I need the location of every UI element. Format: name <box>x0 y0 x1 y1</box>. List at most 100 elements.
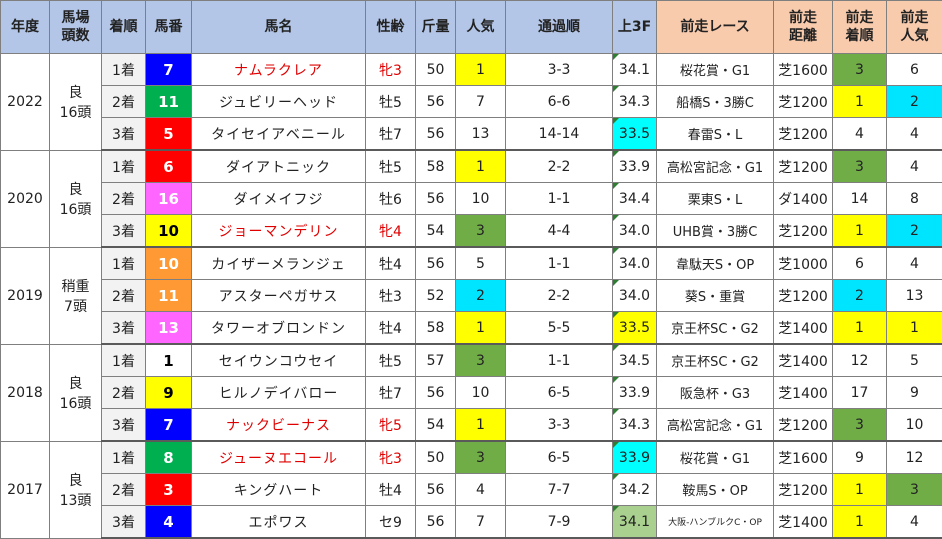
finish-rank: 3着 <box>102 312 146 345</box>
last-3f: 34.2 <box>613 474 657 506</box>
prev-popularity: 13 <box>887 280 942 312</box>
track-condition: 良 <box>50 470 101 490</box>
prev-distance: 芝1200 <box>774 150 833 183</box>
horse-number: 11 <box>146 86 192 118</box>
prev-rank: 9 <box>833 441 887 474</box>
horse-name: ナックビーナス <box>192 409 366 442</box>
sex-age: 牝3 <box>366 54 416 86</box>
horse-name: ナムラクレア <box>192 54 366 86</box>
carried-weight: 50 <box>416 441 456 474</box>
popularity: 3 <box>456 441 506 474</box>
popularity: 7 <box>456 506 506 539</box>
prev-popularity: 4 <box>887 150 942 183</box>
sex-age: 牡7 <box>366 377 416 409</box>
prev-popularity: 9 <box>887 377 942 409</box>
finish-rank: 3着 <box>102 215 146 248</box>
horse-number: 5 <box>146 118 192 151</box>
prev-race: 栗東S・L <box>657 183 774 215</box>
header-cond: 馬場 頭数 <box>50 1 102 54</box>
passing-order: 7-9 <box>506 506 613 539</box>
year-cell: 2019 <box>1 247 50 344</box>
last-3f: 33.9 <box>613 377 657 409</box>
prev-rank: 1 <box>833 312 887 345</box>
header-sex: 性齢 <box>366 1 416 54</box>
sex-age: 牝3 <box>366 441 416 474</box>
prev-race: 阪急杯・G3 <box>657 377 774 409</box>
prev-distance: 芝1600 <box>774 441 833 474</box>
finish-rank: 1着 <box>102 54 146 86</box>
prev-race: 韋駄天S・OP <box>657 247 774 280</box>
header-row: 年度 馬場 頭数 着順 馬番 馬名 性齢 斤量 人気 通過順 上3F 前走レース… <box>1 1 942 54</box>
horse-number: 6 <box>146 150 192 183</box>
header-weight: 斤量 <box>416 1 456 54</box>
prev-distance: 芝1400 <box>774 377 833 409</box>
prev-race: 高松宮記念・G1 <box>657 150 774 183</box>
popularity: 13 <box>456 118 506 151</box>
last-3f: 34.1 <box>613 54 657 86</box>
prev-race: 春雷S・L <box>657 118 774 151</box>
passing-order: 4-4 <box>506 215 613 248</box>
passing-order: 2-2 <box>506 280 613 312</box>
horse-name: ジュビリーヘッド <box>192 86 366 118</box>
carried-weight: 56 <box>416 183 456 215</box>
horse-number: 3 <box>146 474 192 506</box>
field-size: 16頭 <box>50 199 101 219</box>
prev-rank: 3 <box>833 150 887 183</box>
popularity: 3 <box>456 344 506 377</box>
prev-distance: 芝1000 <box>774 247 833 280</box>
prev-popularity: 3 <box>887 474 942 506</box>
sex-age: 牡4 <box>366 247 416 280</box>
track-condition: 良 <box>50 179 101 199</box>
popularity: 10 <box>456 183 506 215</box>
popularity: 5 <box>456 247 506 280</box>
last-3f: 33.5 <box>613 312 657 345</box>
field-size: 7頭 <box>50 296 101 316</box>
prev-race: 船橋S・3勝C <box>657 86 774 118</box>
year-cell: 2018 <box>1 344 50 441</box>
passing-order: 14-14 <box>506 118 613 151</box>
sex-age: 牡5 <box>366 150 416 183</box>
carried-weight: 52 <box>416 280 456 312</box>
prev-distance: 芝1400 <box>774 344 833 377</box>
carried-weight: 54 <box>416 215 456 248</box>
sex-age: セ9 <box>366 506 416 539</box>
popularity: 1 <box>456 150 506 183</box>
passing-order: 1-1 <box>506 183 613 215</box>
prev-rank: 17 <box>833 377 887 409</box>
horse-number: 8 <box>146 441 192 474</box>
sex-age: 牝4 <box>366 215 416 248</box>
header-prev-pop: 前走 人気 <box>887 1 942 54</box>
header-year: 年度 <box>1 1 50 54</box>
header-name: 馬名 <box>192 1 366 54</box>
prev-rank: 14 <box>833 183 887 215</box>
horse-number: 4 <box>146 506 192 539</box>
header-last3f: 上3F <box>613 1 657 54</box>
prev-distance: 芝1200 <box>774 86 833 118</box>
finish-rank: 3着 <box>102 118 146 151</box>
last-3f: 33.5 <box>613 118 657 151</box>
passing-order: 1-1 <box>506 247 613 280</box>
field-size: 16頭 <box>50 102 101 122</box>
prev-popularity: 2 <box>887 215 942 248</box>
last-3f: 34.0 <box>613 247 657 280</box>
carried-weight: 54 <box>416 409 456 442</box>
prev-rank: 2 <box>833 280 887 312</box>
prev-distance: 芝1600 <box>774 54 833 86</box>
horse-number: 10 <box>146 215 192 248</box>
prev-popularity: 5 <box>887 344 942 377</box>
horse-number: 13 <box>146 312 192 345</box>
horse-name: ジョーマンデリン <box>192 215 366 248</box>
horse-name: エポワス <box>192 506 366 539</box>
horse-number: 7 <box>146 409 192 442</box>
sex-age: 牡4 <box>366 474 416 506</box>
popularity: 3 <box>456 215 506 248</box>
passing-order: 1-1 <box>506 344 613 377</box>
